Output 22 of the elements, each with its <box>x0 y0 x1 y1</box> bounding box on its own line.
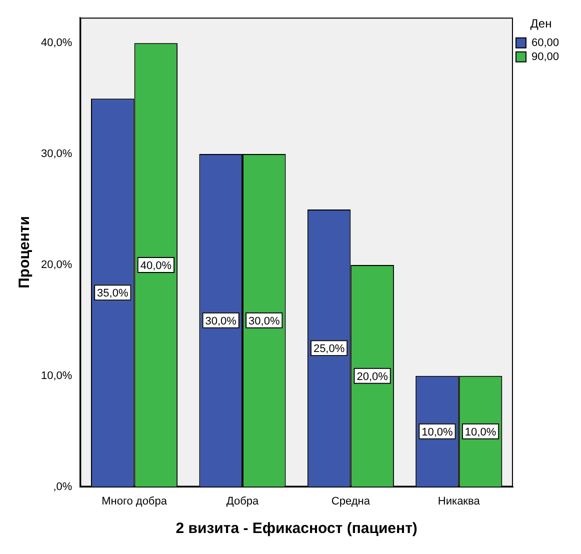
x-tick-label: Средна <box>331 495 371 508</box>
legend-label: 60,00 <box>531 36 560 49</box>
data-label: 10,0% <box>422 426 454 438</box>
data-label: 40,0% <box>140 260 172 272</box>
legend-label: 90,00 <box>531 50 560 63</box>
data-label: 25,0% <box>313 343 345 356</box>
data-label: 35,0% <box>97 288 128 300</box>
y-tick-label: ,0% <box>53 480 72 493</box>
data-label: 30,0% <box>205 315 237 328</box>
y-axis-title: Проценти <box>16 216 34 288</box>
y-tick-label: 20,0% <box>40 258 72 271</box>
data-label: 10,0% <box>464 426 496 438</box>
x-tick-label: Много добра <box>102 495 168 508</box>
data-label: 30,0% <box>248 315 280 328</box>
x-axis-title: 2 визита - Ефикасност (пациент) <box>176 520 418 538</box>
y-tick-label: 30,0% <box>40 148 72 160</box>
data-label: 20,0% <box>356 370 388 383</box>
legend-title: Ден <box>530 16 552 30</box>
x-tick-label: Никаква <box>438 495 481 508</box>
x-tick-label: Добра <box>226 495 260 508</box>
y-tick-label: 10,0% <box>40 370 72 382</box>
y-tick-label: 40,0% <box>40 37 72 50</box>
